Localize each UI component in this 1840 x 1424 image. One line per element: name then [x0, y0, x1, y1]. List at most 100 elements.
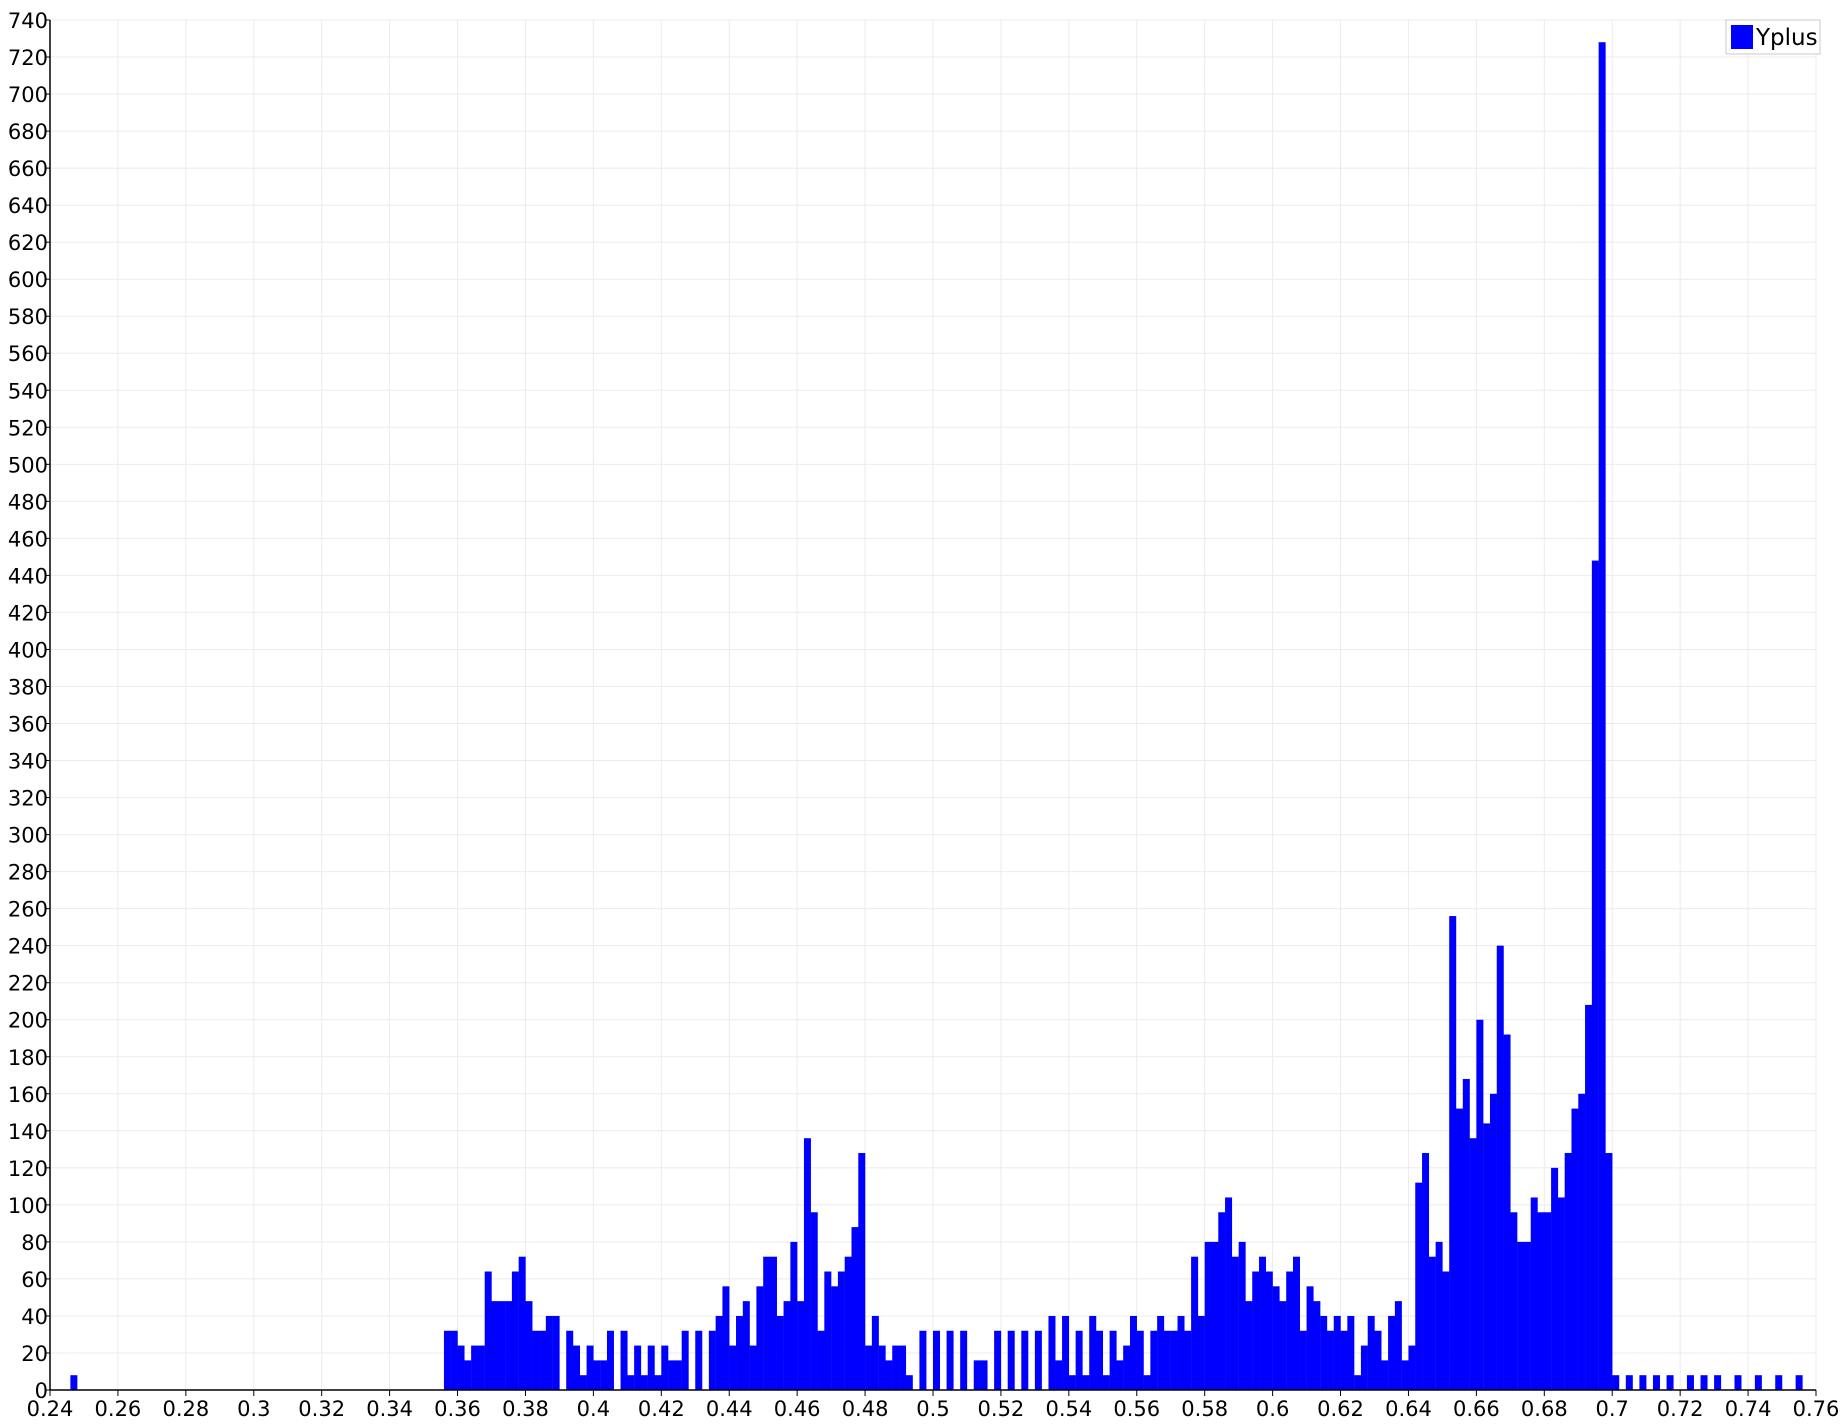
- histogram-bar: [695, 1330, 703, 1390]
- histogram-bar: [1394, 1301, 1402, 1390]
- histogram-bar: [749, 1345, 757, 1390]
- y-tick-label: 140: [8, 1120, 48, 1144]
- histogram-bar: [1612, 1375, 1620, 1390]
- y-tick-label: 260: [8, 898, 48, 922]
- histogram-bar: [552, 1315, 560, 1390]
- y-tick-label: 740: [8, 9, 48, 33]
- histogram-bar: [1102, 1375, 1110, 1390]
- x-tick-label: 0.5: [916, 1397, 949, 1421]
- histogram-bar: [1571, 1108, 1579, 1390]
- histogram-bar: [1313, 1301, 1321, 1390]
- y-tick-label: 660: [8, 157, 48, 181]
- histogram-bar: [1686, 1375, 1694, 1390]
- y-tick-label: 560: [8, 342, 48, 366]
- histogram-bar: [668, 1360, 676, 1390]
- x-tick-label: 0.52: [978, 1397, 1025, 1421]
- histogram-bar: [1700, 1375, 1708, 1390]
- histogram-bar: [715, 1315, 723, 1390]
- histogram-bar: [525, 1301, 533, 1390]
- histogram-bar: [1442, 1271, 1450, 1390]
- x-tick-label: 0.26: [95, 1397, 142, 1421]
- histogram-bar: [1143, 1375, 1151, 1390]
- histogram-bar: [858, 1153, 866, 1390]
- y-tick-label: 680: [8, 120, 48, 144]
- histogram-bar: [1082, 1375, 1090, 1390]
- x-tick-label: 0.64: [1385, 1397, 1432, 1421]
- histogram-bar: [1021, 1330, 1029, 1390]
- histogram-bar: [1068, 1375, 1076, 1390]
- histogram-bar: [1157, 1315, 1165, 1390]
- histogram-bar: [1238, 1241, 1246, 1390]
- histogram-bar: [1564, 1153, 1572, 1390]
- bars: [70, 42, 1803, 1391]
- y-tick-label: 400: [8, 638, 48, 662]
- histogram-bar: [1523, 1241, 1531, 1390]
- histogram-bar: [729, 1345, 737, 1390]
- histogram-bar: [1578, 1093, 1586, 1390]
- histogram-bar: [1510, 1212, 1518, 1390]
- histogram-bar: [1517, 1241, 1525, 1390]
- x-tick-label: 0.6: [1256, 1397, 1289, 1421]
- x-tick-label: 0.68: [1521, 1397, 1568, 1421]
- histogram-bar: [1666, 1375, 1674, 1390]
- histogram-bar: [973, 1360, 981, 1390]
- histogram-bar: [1775, 1375, 1783, 1390]
- y-tick-label: 620: [8, 231, 48, 255]
- histogram-bar: [1388, 1315, 1396, 1390]
- histogram-bar: [1340, 1330, 1348, 1390]
- histogram-bar: [1089, 1315, 1097, 1390]
- histogram-bar: [1123, 1345, 1131, 1390]
- x-tick-label: 0.4: [577, 1397, 610, 1421]
- histogram-bar: [1170, 1330, 1178, 1390]
- histogram-bar: [742, 1301, 750, 1390]
- histogram-bar: [1422, 1153, 1430, 1390]
- y-tick-label: 220: [8, 972, 48, 996]
- histogram-bar: [471, 1345, 479, 1390]
- histogram-bar: [946, 1330, 954, 1390]
- x-tick-label: 0.34: [366, 1397, 413, 1421]
- histogram-bar: [1625, 1375, 1633, 1390]
- y-tick-label: 700: [8, 83, 48, 107]
- y-tick-label: 160: [8, 1083, 48, 1107]
- histogram-bar: [960, 1330, 968, 1390]
- legend-swatch-yplus: [1731, 25, 1753, 49]
- histogram-bar: [1062, 1315, 1070, 1390]
- histogram-bar: [600, 1360, 608, 1390]
- y-tick-label: 640: [8, 194, 48, 218]
- histogram-bar: [722, 1286, 730, 1390]
- histogram-bar: [837, 1271, 845, 1390]
- histogram-bar: [1320, 1315, 1328, 1390]
- y-tick-label: 180: [8, 1046, 48, 1070]
- histogram-bar: [1136, 1330, 1144, 1390]
- x-tick-label: 0.28: [162, 1397, 209, 1421]
- histogram-bar: [1231, 1256, 1239, 1390]
- histogram-bar: [1055, 1360, 1063, 1390]
- histogram-bar: [579, 1375, 587, 1390]
- y-tick-label: 600: [8, 268, 48, 292]
- x-tick-label: 0.3: [237, 1397, 270, 1421]
- histogram-bar: [797, 1301, 805, 1390]
- histogram-bar: [769, 1256, 777, 1390]
- y-tick-label: 420: [8, 601, 48, 625]
- histogram-bar: [1292, 1256, 1300, 1390]
- histogram-bar: [654, 1375, 662, 1390]
- histogram-bar: [1129, 1315, 1137, 1390]
- histogram-bar: [681, 1330, 689, 1390]
- histogram-bar: [1211, 1241, 1219, 1390]
- x-tick-label: 0.62: [1317, 1397, 1364, 1421]
- histogram-bar: [810, 1212, 818, 1390]
- histogram-bar: [640, 1375, 648, 1390]
- x-tick-label: 0.38: [502, 1397, 549, 1421]
- histogram-bar: [892, 1345, 900, 1390]
- histogram-bar: [1374, 1330, 1382, 1390]
- histogram-bar: [1652, 1375, 1660, 1390]
- histogram-bar: [824, 1271, 832, 1390]
- y-tick-label: 500: [8, 453, 48, 477]
- histogram-bar: [1381, 1360, 1389, 1390]
- histogram-bar: [1333, 1315, 1341, 1390]
- histogram-bar: [1415, 1182, 1423, 1390]
- histogram-bar: [1449, 916, 1457, 1390]
- histogram-bar: [878, 1345, 886, 1390]
- histogram-bar: [1354, 1375, 1362, 1390]
